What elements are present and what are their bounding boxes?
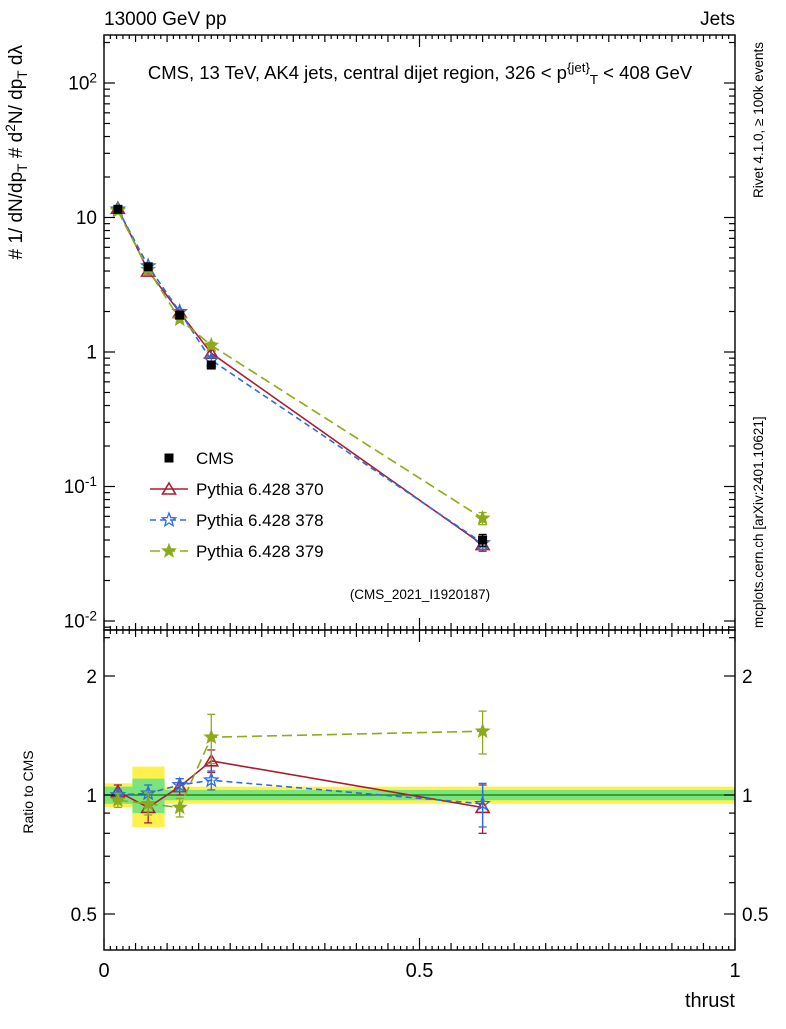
series-pythia-6-428-379 — [109, 710, 491, 818]
y-axis-label: # 1/ dN/dpT # d2N/ dpT dλ — [3, 45, 30, 260]
legend-entry: Pythia 6.428 370 — [150, 480, 324, 499]
marker-star — [171, 776, 189, 793]
ratio-tick-label: 0.5 — [71, 905, 97, 926]
legend-entry: CMS — [164, 449, 234, 468]
ratio-tick-label-right: 0.5 — [742, 905, 768, 926]
ratio-axis-label: Ratio to CMS — [20, 750, 36, 833]
tick-labels: 102 10 1 10-1 10-2 2 2 1 1 0.5 0.5 0 0.5 1 — [64, 71, 769, 983]
series-cms — [113, 204, 488, 547]
mcplots-attribution: mcplots.cern.ch [arXiv:2401.10621] — [751, 416, 766, 628]
x-axis-label: thrust — [685, 990, 735, 1012]
marker-square — [113, 204, 123, 214]
x-tick-label: 0 — [98, 960, 109, 982]
plot-title: CMS, 13 TeV, AK4 jets, central dijet reg… — [148, 60, 693, 87]
marker-square — [164, 453, 174, 463]
marker-star — [202, 771, 220, 788]
marker-triangle — [203, 753, 220, 767]
y-tick-label: 1 — [86, 343, 97, 364]
y-tick-label: 10-2 — [64, 609, 97, 633]
marker-star — [474, 722, 491, 738]
series-line — [117, 208, 484, 544]
legend-label: CMS — [196, 449, 234, 468]
marker-star — [109, 791, 126, 808]
legend-label: Pythia 6.428 379 — [196, 542, 324, 561]
ratio-tick-label-right: 1 — [742, 786, 753, 807]
legend-label: Pythia 6.428 370 — [196, 480, 324, 499]
rivet-version-note: Rivet 4.1.0, ≥ 100k events — [751, 42, 766, 198]
marker-triangle — [161, 481, 177, 495]
marker-star — [203, 336, 220, 353]
marker-star — [203, 728, 220, 745]
marker-star — [171, 799, 188, 815]
x-tick-label: 1 — [729, 960, 740, 982]
marker-star — [474, 509, 491, 526]
marker-square — [175, 310, 185, 320]
x-tick-label: 0.5 — [406, 960, 434, 982]
marker-square — [478, 535, 488, 545]
legend-label: Pythia 6.428 378 — [196, 511, 324, 530]
legend: CMS Pythia 6.428 370 Pythia 6.428 378 Pythi… — [150, 449, 324, 561]
ratio-panel-series — [109, 710, 491, 834]
main-panel-series — [109, 200, 491, 552]
legend-entry: Pythia 6.428 379 — [150, 542, 324, 561]
marker-star — [140, 795, 157, 811]
marker-square — [143, 262, 153, 272]
beam-energy-label: 13000 GeV pp — [104, 9, 227, 30]
ratio-tick-label: 1 — [86, 786, 97, 807]
ratio-tick-label: 2 — [86, 667, 97, 688]
ratio-tick-label-right: 2 — [742, 667, 753, 688]
marker-star — [160, 511, 178, 528]
y-tick-label: 10-1 — [64, 474, 97, 498]
marker-star — [474, 795, 491, 811]
axes-and-ticks — [103, 34, 736, 951]
marker-star — [161, 542, 177, 558]
y-tick-label: 102 — [68, 71, 97, 95]
analysis-id-watermark: (CMS_2021_I1920187) — [350, 587, 490, 602]
marker-square — [206, 360, 216, 370]
analysis-group-label: Jets — [700, 9, 735, 30]
y-tick-label: 10 — [76, 208, 97, 229]
legend-entry: Pythia 6.428 378 — [150, 511, 324, 530]
